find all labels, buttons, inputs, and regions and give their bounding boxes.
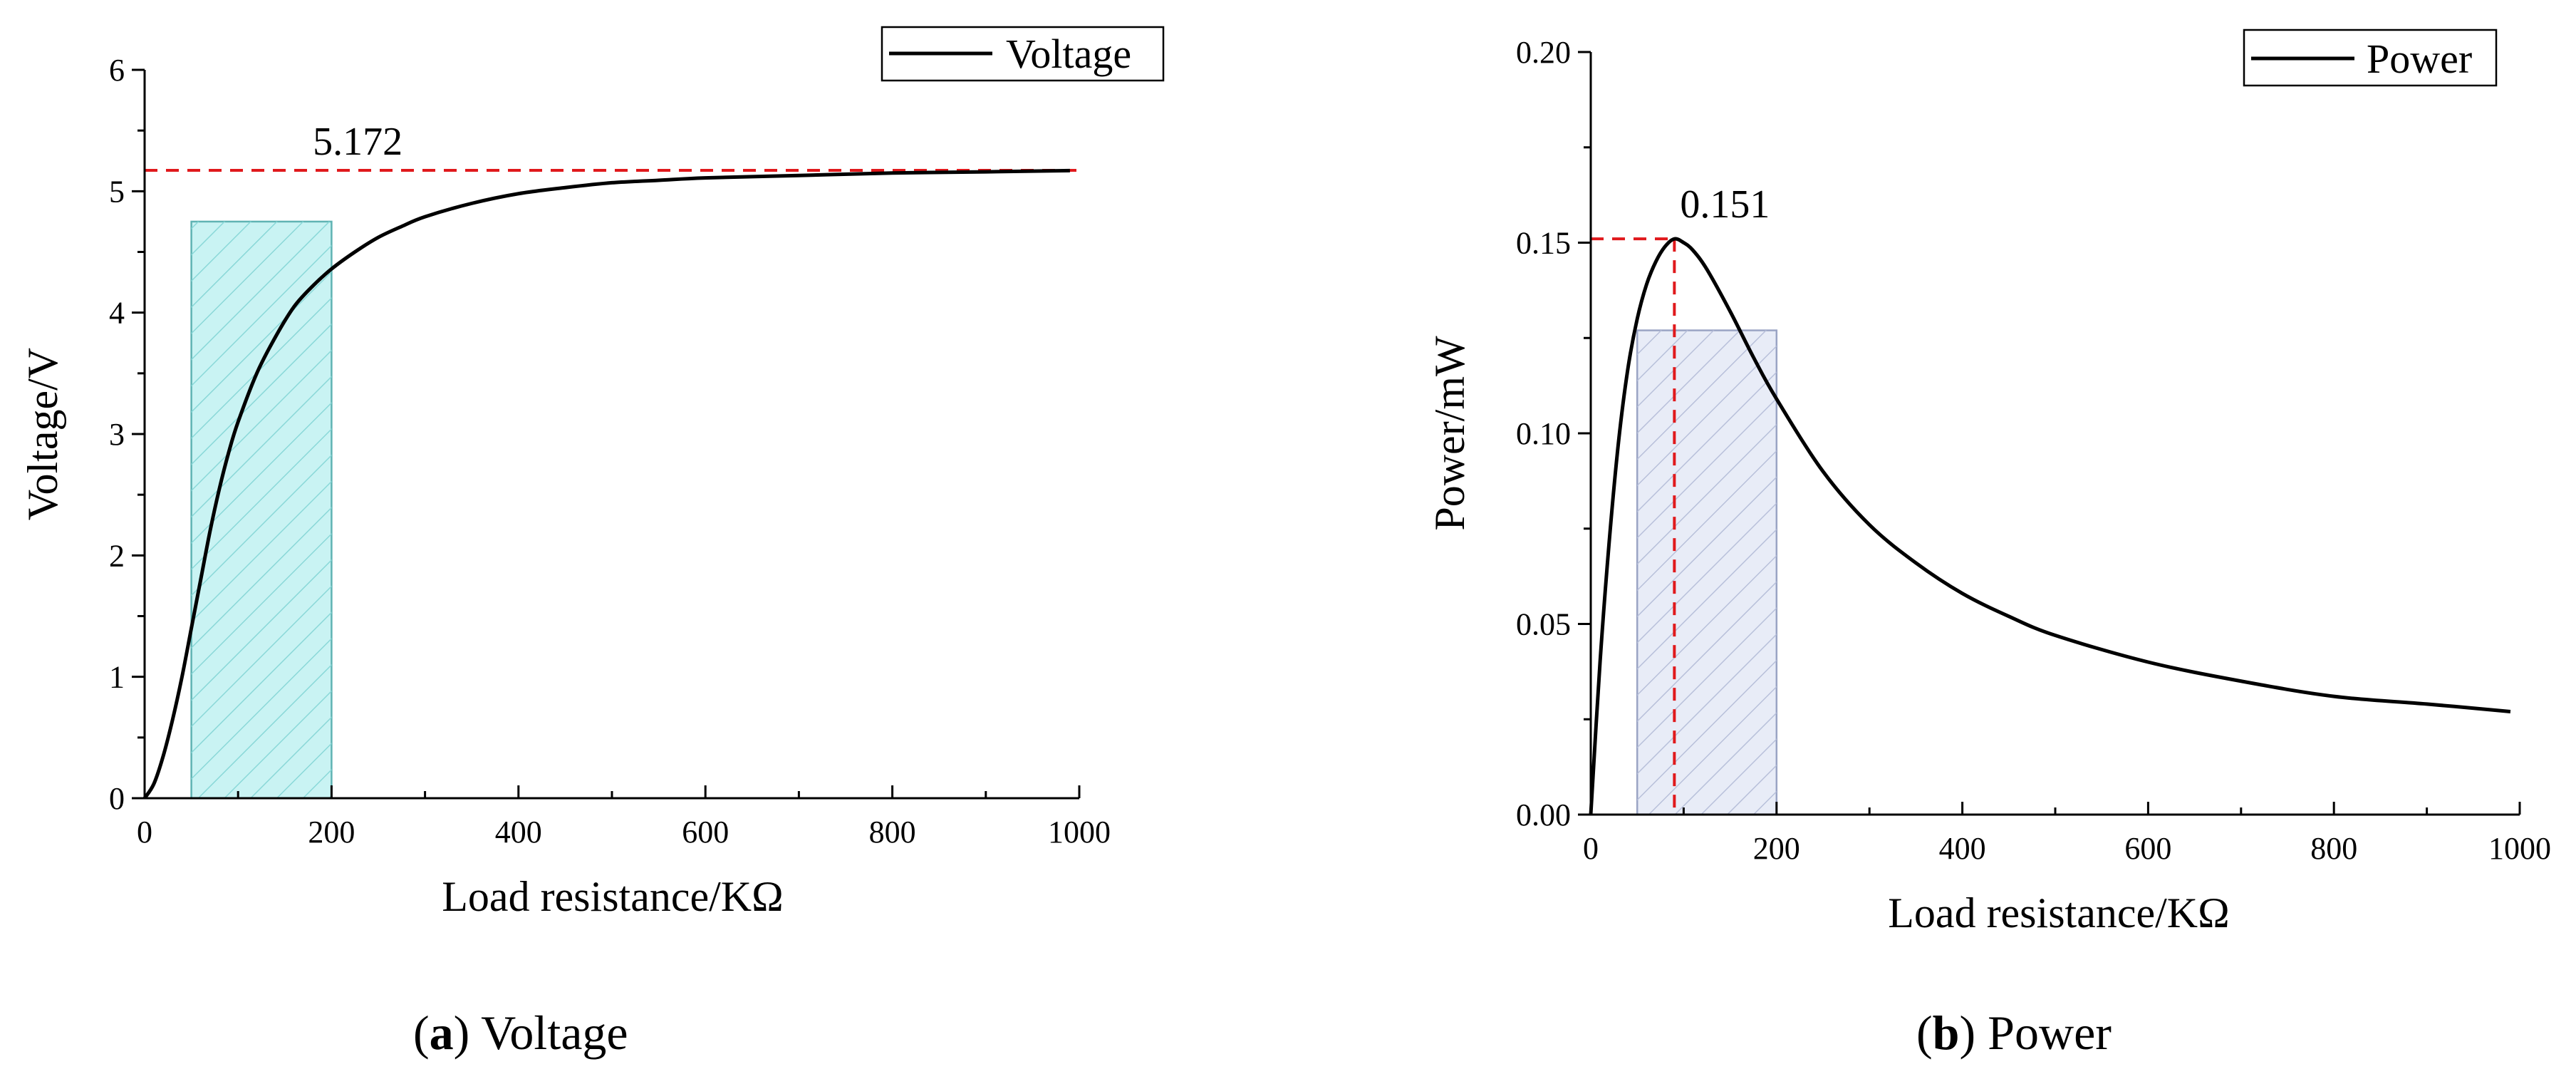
voltage-series-line xyxy=(142,168,1070,800)
voltage-axes: 0 200 400 600 800 1000 0 1 2 3 4 5 6 xyxy=(109,53,1111,850)
y-axis-label: Voltage/V xyxy=(19,348,66,520)
x-tick-label: 0 xyxy=(1583,831,1599,866)
x-tick-label: 200 xyxy=(308,815,355,850)
power-axes: 0 200 400 600 800 1000 0.00 0.05 0.10 0.15 0.20 xyxy=(1516,35,2551,866)
y-tick-label: 5 xyxy=(109,174,125,209)
caption-letter: a xyxy=(430,1006,454,1060)
y-tick-label: 0.00 xyxy=(1516,797,1571,832)
legend: Power xyxy=(2243,29,2498,87)
caption-text: Voltage xyxy=(481,1006,628,1060)
legend-label: Power xyxy=(2367,36,2472,82)
x-tick-label: 600 xyxy=(682,815,729,850)
voltage-chart: 5.172 0 200 400 600 800 1000 0 1 2 3 4 5 6 Load resi… xyxy=(19,26,1165,1060)
x-tick-label: 200 xyxy=(1753,831,1800,866)
legend-label: Voltage xyxy=(1006,31,1131,77)
y-tick-label: 0 xyxy=(109,781,125,816)
y-tick-label: 0.20 xyxy=(1516,35,1571,70)
y-tick-label: 1 xyxy=(109,660,125,695)
x-axis-label: Load resistance/KΩ xyxy=(1888,889,2229,936)
y-tick-label: 6 xyxy=(109,53,125,88)
y-tick-label: 3 xyxy=(109,417,125,452)
x-tick-label: 400 xyxy=(495,815,542,850)
caption-letter: b xyxy=(1933,1006,1960,1060)
peak-label: 0.151 xyxy=(1680,182,1770,227)
caption: (a) Voltage xyxy=(413,1006,628,1060)
power-chart: 0.151 0 200 400 600 800 10000.000.050.100.150… xyxy=(1426,29,2551,1060)
x-tick-label: 600 xyxy=(2124,831,2171,866)
legend: Voltage xyxy=(881,26,1165,82)
x-axis-label: Load resistance/KΩ xyxy=(442,873,783,920)
x-tick-label: 1000 xyxy=(1048,815,1111,850)
y-tick-label: 0.05 xyxy=(1516,607,1571,642)
y-tick-label: 2 xyxy=(109,538,125,573)
x-tick-label: 1000 xyxy=(2488,831,2551,866)
y-tick-label: 4 xyxy=(109,296,125,331)
y-axis-label: Power/mW xyxy=(1426,336,1473,531)
highlight-region-hatch xyxy=(1637,330,1777,815)
caption: (b) Power xyxy=(1916,1006,2112,1060)
caption-text: Power xyxy=(1988,1006,2112,1060)
x-tick-label: 0 xyxy=(137,815,152,850)
y-tick-label: 0.10 xyxy=(1516,416,1571,451)
x-tick-label: 400 xyxy=(1939,831,1986,866)
power-series-line xyxy=(1589,237,2511,815)
x-tick-label: 800 xyxy=(869,815,916,850)
highlight-region-hatch xyxy=(191,221,332,799)
x-tick-label: 800 xyxy=(2310,831,2357,866)
y-tick-label: 0.15 xyxy=(1516,226,1571,261)
reference-label: 5.172 xyxy=(313,120,402,164)
